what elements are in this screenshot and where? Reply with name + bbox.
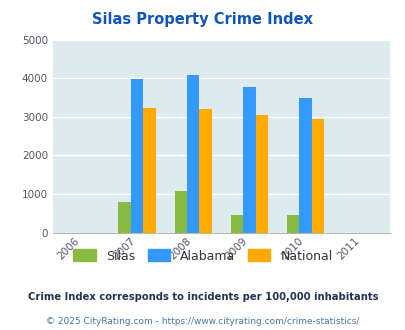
Bar [118, 202, 130, 233]
Bar [187, 75, 199, 233]
Text: Silas Property Crime Index: Silas Property Crime Index [92, 12, 313, 26]
Bar [243, 87, 255, 233]
Bar [298, 98, 311, 233]
Text: Crime Index corresponds to incidents per 100,000 inhabitants: Crime Index corresponds to incidents per… [28, 292, 377, 302]
Text: © 2025 CityRating.com - https://www.cityrating.com/crime-statistics/: © 2025 CityRating.com - https://www.city… [46, 317, 359, 326]
Bar [130, 80, 143, 233]
Bar [174, 191, 187, 233]
Bar [311, 119, 323, 233]
Bar [199, 109, 211, 233]
Bar [286, 214, 298, 233]
Bar [143, 108, 155, 233]
Bar [230, 215, 243, 233]
Bar [255, 115, 267, 233]
Legend: Silas, Alabama, National: Silas, Alabama, National [73, 249, 332, 263]
